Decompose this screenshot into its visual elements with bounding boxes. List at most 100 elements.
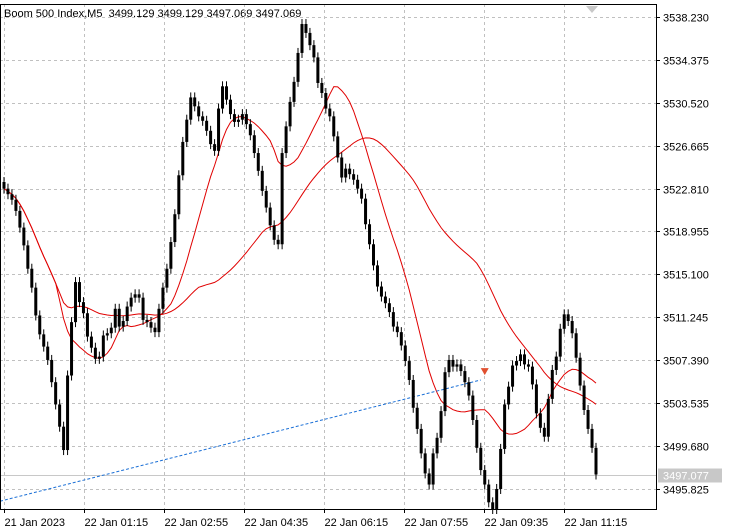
candle-body	[256, 153, 260, 171]
trade-arrow-icon[interactable]	[480, 368, 489, 376]
candle-body	[272, 225, 276, 240]
y-tick-label: 3495.825	[663, 485, 709, 497]
candle-body	[459, 364, 463, 372]
candle-body	[97, 356, 101, 359]
candle-body	[372, 244, 376, 266]
candle-body	[439, 411, 443, 438]
y-tick-label: 3499.680	[663, 442, 709, 454]
candle-body	[38, 315, 42, 335]
candle-body	[515, 361, 519, 366]
candle-body	[268, 207, 272, 226]
candles	[2, 19, 598, 515]
candle-body	[383, 296, 387, 304]
candle-body	[232, 114, 236, 122]
candle-body	[149, 322, 153, 328]
candle-body	[379, 286, 383, 297]
y-tick-label: 3534.375	[663, 56, 709, 68]
candle-body	[562, 314, 566, 329]
candle-body	[566, 314, 570, 322]
candle-body	[574, 333, 578, 358]
y-tick-label: 3530.520	[663, 99, 709, 111]
candle-body	[316, 57, 320, 83]
candle-body	[519, 354, 523, 362]
candle-body	[121, 321, 125, 327]
candle-body	[590, 428, 594, 448]
current-price-box	[658, 468, 722, 483]
candle-body	[54, 382, 58, 405]
candle-body	[201, 116, 205, 121]
candle-body	[530, 366, 534, 385]
candle-body	[300, 24, 304, 53]
candle-body	[435, 437, 439, 454]
y-tick-label: 3518.955	[663, 227, 709, 239]
candle-body	[391, 312, 395, 327]
grid	[0, 4, 656, 509]
candle-body	[399, 332, 403, 346]
candle-body	[74, 282, 78, 323]
candle-body	[125, 306, 129, 322]
candle-body	[463, 371, 467, 383]
candle-body	[471, 395, 475, 421]
x-tick-label: 21 Jan 2023	[5, 517, 66, 529]
candle-body	[117, 308, 121, 327]
candle-body	[165, 268, 169, 288]
candle-body	[58, 404, 62, 427]
y-tick-label: 3511.245	[663, 313, 708, 325]
trendline[interactable]	[0, 379, 481, 502]
candle-body	[387, 303, 391, 313]
candle-body	[542, 427, 546, 437]
candle-body	[145, 319, 149, 323]
candle-body	[415, 407, 419, 429]
candle-body	[252, 135, 256, 154]
candle-body	[499, 448, 503, 489]
candle-body	[189, 97, 193, 120]
candle-body	[101, 335, 105, 357]
moving-averages	[3, 86, 597, 435]
x-tick-label: 22 Jan 06:15	[325, 517, 389, 529]
candle-body	[288, 101, 292, 127]
candle-body	[221, 86, 225, 109]
candle-body	[364, 198, 368, 225]
x-tick-label: 22 Jan 02:55	[165, 517, 229, 529]
x-tick-label: 22 Jan 07:55	[405, 517, 469, 529]
y-tick-label: 3515.100	[663, 270, 709, 282]
candle-body	[137, 294, 141, 298]
candle-body	[582, 385, 586, 411]
candle-body	[451, 359, 455, 367]
candle-body	[85, 313, 89, 337]
candle-body	[18, 210, 22, 228]
candle-body	[495, 488, 499, 509]
candle-body	[240, 114, 244, 120]
x-tick-label: 22 Jan 09:35	[485, 517, 549, 529]
candle-body	[375, 265, 379, 287]
candle-body	[34, 287, 38, 316]
candle-body	[2, 181, 6, 189]
candle-body	[224, 86, 228, 100]
candle-body	[26, 245, 30, 269]
candle-body	[141, 297, 145, 320]
candle-body	[181, 141, 185, 176]
candle-body	[558, 328, 562, 357]
candle-body	[308, 32, 312, 46]
candle-body	[248, 124, 252, 136]
shift-marker-icon[interactable]	[586, 6, 598, 13]
y-tick-label: 3507.390	[663, 356, 709, 368]
x-tick-label: 22 Jan 01:15	[85, 517, 149, 529]
candle-body	[455, 364, 459, 367]
candle-body	[42, 334, 46, 347]
plot-frame	[0, 4, 657, 510]
candle-body	[419, 428, 423, 454]
price-axis: 3538.230 3534.375 3530.520 3526.665 3522.810…	[656, 13, 722, 497]
candle-body	[70, 322, 74, 376]
candle-body	[30, 268, 34, 288]
candle-body	[312, 45, 316, 58]
candle-body	[10, 194, 14, 200]
candle-body	[81, 302, 85, 314]
candle-body	[407, 361, 411, 380]
ma-fast-line	[3, 86, 597, 435]
candle-body	[169, 242, 173, 269]
candle-body	[503, 404, 507, 449]
candle-body	[177, 175, 181, 215]
candle-body	[511, 365, 515, 387]
